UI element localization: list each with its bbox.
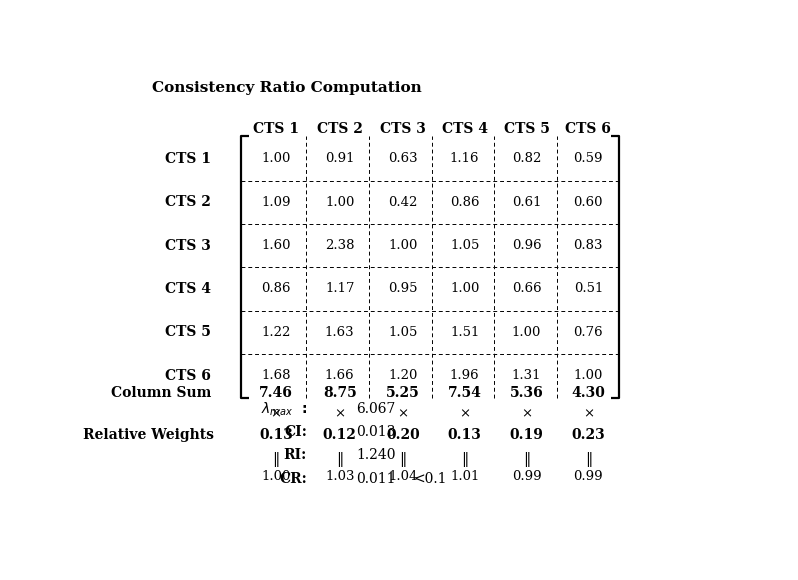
Text: CTS 5: CTS 5	[165, 325, 211, 339]
Text: $\lambda_{max}$  :: $\lambda_{max}$ :	[261, 400, 307, 418]
Text: CTS 3: CTS 3	[165, 238, 211, 252]
Text: 0.95: 0.95	[388, 282, 417, 295]
Text: CTS 4: CTS 4	[441, 122, 488, 136]
Text: 0.12: 0.12	[322, 428, 357, 442]
Text: Consistency Ratio Computation: Consistency Ratio Computation	[152, 81, 422, 95]
Text: 0.20: 0.20	[386, 428, 420, 442]
Text: 1.01: 1.01	[450, 469, 480, 483]
Text: 0.013: 0.013	[357, 425, 396, 439]
Text: ×: ×	[271, 408, 282, 421]
Text: 1.00: 1.00	[388, 239, 417, 252]
Text: 0.83: 0.83	[574, 239, 603, 252]
Text: 8.75: 8.75	[323, 386, 357, 400]
Text: ×: ×	[521, 408, 532, 421]
Text: CTS 4: CTS 4	[165, 282, 211, 296]
Text: 1.09: 1.09	[261, 195, 290, 209]
Text: ×: ×	[334, 408, 346, 421]
Text: 0.96: 0.96	[512, 239, 541, 252]
Text: 1.00: 1.00	[261, 469, 290, 483]
Text: CTS 6: CTS 6	[165, 368, 211, 383]
Text: 6.067: 6.067	[357, 402, 396, 416]
Text: ×: ×	[583, 408, 594, 421]
Text: 0.66: 0.66	[512, 282, 541, 295]
Text: 1.04: 1.04	[388, 469, 417, 483]
Text: <0.1: <0.1	[414, 472, 448, 485]
Text: 0.61: 0.61	[512, 195, 541, 209]
Text: ‖: ‖	[272, 452, 279, 466]
Text: 0.99: 0.99	[512, 469, 541, 483]
Text: 0.60: 0.60	[574, 195, 603, 209]
Text: 4.30: 4.30	[571, 386, 605, 400]
Text: 0.011: 0.011	[357, 472, 396, 485]
Text: 1.22: 1.22	[261, 326, 290, 339]
Text: 0.23: 0.23	[571, 428, 605, 442]
Text: CI:: CI:	[284, 425, 307, 439]
Text: 1.63: 1.63	[325, 326, 354, 339]
Text: 0.42: 0.42	[388, 195, 417, 209]
Text: 1.05: 1.05	[450, 239, 480, 252]
Text: CTS 5: CTS 5	[504, 122, 549, 136]
Text: 0.76: 0.76	[574, 326, 603, 339]
Text: CTS 1: CTS 1	[165, 152, 211, 166]
Text: 2.38: 2.38	[325, 239, 354, 252]
Text: ×: ×	[459, 408, 470, 421]
Text: ‖: ‖	[461, 452, 468, 466]
Text: 1.16: 1.16	[450, 153, 480, 165]
Text: RI:: RI:	[283, 448, 307, 462]
Text: ‖: ‖	[523, 452, 530, 466]
Text: 0.51: 0.51	[574, 282, 603, 295]
Text: 7.46: 7.46	[259, 386, 293, 400]
Text: ‖: ‖	[585, 452, 592, 466]
Text: 0.82: 0.82	[512, 153, 541, 165]
Text: Column Sum: Column Sum	[111, 386, 211, 400]
Text: 1.68: 1.68	[261, 369, 290, 382]
Text: CTS 2: CTS 2	[317, 122, 362, 136]
Text: 0.13: 0.13	[259, 428, 293, 442]
Text: 1.240: 1.240	[357, 448, 396, 462]
Text: 1.20: 1.20	[388, 369, 417, 382]
Text: 1.31: 1.31	[512, 369, 541, 382]
Text: CTS 1: CTS 1	[253, 122, 299, 136]
Text: 5.25: 5.25	[386, 386, 420, 400]
Text: 0.86: 0.86	[450, 195, 480, 209]
Text: 0.91: 0.91	[325, 153, 354, 165]
Text: CTS 3: CTS 3	[380, 122, 425, 136]
Text: ×: ×	[397, 408, 409, 421]
Text: 1.00: 1.00	[512, 326, 541, 339]
Text: 1.03: 1.03	[325, 469, 354, 483]
Text: 1.00: 1.00	[325, 195, 354, 209]
Text: 0.63: 0.63	[388, 153, 417, 165]
Text: 0.13: 0.13	[448, 428, 481, 442]
Text: ‖: ‖	[399, 452, 406, 466]
Text: 1.51: 1.51	[450, 326, 480, 339]
Text: 1.66: 1.66	[325, 369, 354, 382]
Text: 0.19: 0.19	[510, 428, 543, 442]
Text: 1.00: 1.00	[261, 153, 290, 165]
Text: 1.00: 1.00	[574, 369, 603, 382]
Text: 7.54: 7.54	[448, 386, 481, 400]
Text: 5.36: 5.36	[510, 386, 543, 400]
Text: CTS 6: CTS 6	[566, 122, 611, 136]
Text: 0.86: 0.86	[261, 282, 290, 295]
Text: 1.00: 1.00	[450, 282, 480, 295]
Text: CR:: CR:	[279, 472, 307, 485]
Text: 0.59: 0.59	[574, 153, 603, 165]
Text: CTS 2: CTS 2	[165, 195, 211, 209]
Text: 1.60: 1.60	[261, 239, 290, 252]
Text: Relative Weights: Relative Weights	[83, 428, 214, 442]
Text: 1.17: 1.17	[325, 282, 354, 295]
Text: 0.99: 0.99	[574, 469, 603, 483]
Text: ‖: ‖	[336, 452, 343, 466]
Text: 1.05: 1.05	[388, 326, 417, 339]
Text: 1.96: 1.96	[450, 369, 480, 382]
